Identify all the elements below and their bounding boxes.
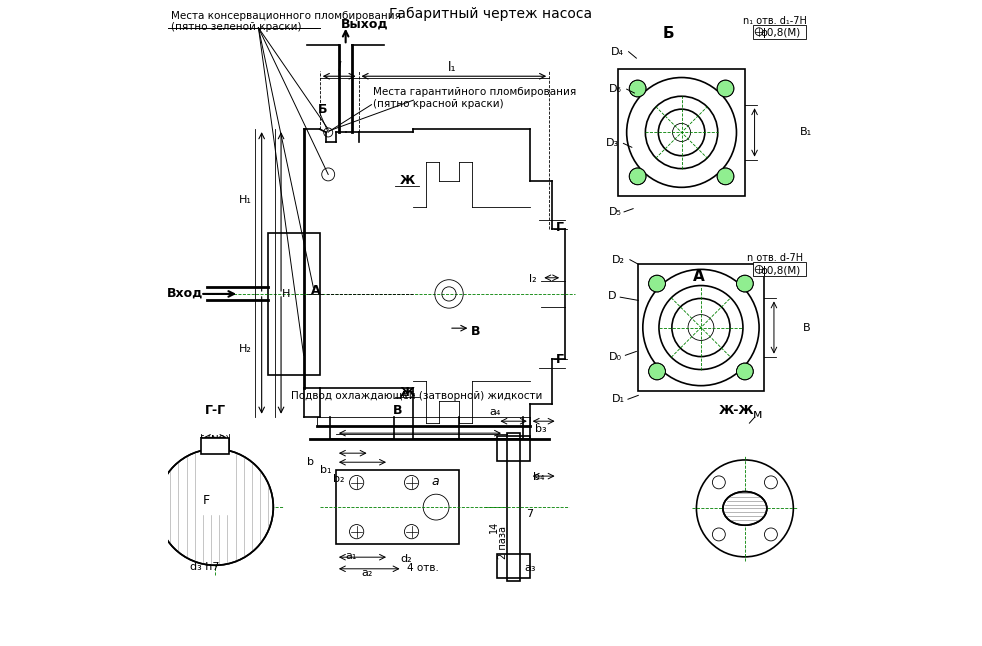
Text: d₃ h7: d₃ h7: [191, 562, 220, 572]
Circle shape: [649, 275, 666, 292]
Bar: [336, 470, 459, 544]
Bar: [637, 264, 764, 391]
Text: Б: Б: [318, 103, 328, 116]
Text: H₂: H₂: [239, 344, 251, 354]
Text: l₁: l₁: [448, 61, 457, 74]
Circle shape: [649, 363, 666, 380]
Circle shape: [717, 168, 734, 185]
Text: D: D: [608, 291, 617, 301]
Text: 2 паза: 2 паза: [498, 526, 508, 559]
Text: D₃: D₃: [606, 138, 619, 149]
Text: n отв. d-7H: n отв. d-7H: [747, 253, 803, 263]
Text: Места гарантийного пломбирования
(пятно красной краски): Места гарантийного пломбирования (пятно …: [373, 87, 576, 109]
Text: D₄: D₄: [611, 47, 624, 57]
Text: B₁: B₁: [800, 127, 812, 138]
Text: А: А: [693, 269, 705, 284]
Text: Г: Г: [556, 353, 564, 366]
Text: d₂: d₂: [400, 554, 411, 564]
Text: b₂: b₂: [334, 474, 345, 484]
Text: Г-Г: Г-Г: [204, 404, 226, 417]
Bar: [498, 436, 529, 461]
Text: м: м: [752, 408, 762, 421]
Text: Г: Г: [556, 221, 564, 234]
Bar: [201, 438, 230, 454]
Text: n₁ отв. d₁-7H: n₁ отв. d₁-7H: [743, 16, 807, 26]
Text: ϕ0,8(М): ϕ0,8(М): [760, 266, 800, 276]
Text: F: F: [203, 494, 210, 507]
Text: H: H: [282, 289, 290, 299]
Text: D₂: D₂: [612, 255, 625, 265]
Circle shape: [629, 80, 646, 97]
Text: H₁: H₁: [239, 195, 251, 205]
Text: 14: 14: [489, 521, 499, 532]
Text: Выход: Выход: [341, 17, 389, 30]
Text: Ж: Ж: [400, 174, 414, 187]
Text: ϕ0,8(М): ϕ0,8(М): [760, 28, 800, 38]
Text: Ж-Ж: Ж-Ж: [719, 404, 754, 417]
Text: Габаритный чертеж насоса: Габаритный чертеж насоса: [390, 7, 592, 21]
Text: b: b: [306, 457, 313, 467]
Text: a₂: a₂: [361, 568, 372, 578]
Text: l₂: l₂: [529, 274, 537, 284]
Text: l: l: [338, 61, 341, 74]
Bar: [619, 69, 745, 196]
Text: В: В: [470, 325, 480, 338]
Bar: [752, 262, 805, 276]
Text: b₄: b₄: [533, 472, 545, 482]
Text: Ж: Ж: [400, 386, 414, 399]
Text: 7: 7: [526, 509, 533, 519]
Text: b₁: b₁: [320, 465, 331, 475]
Text: B: B: [802, 322, 810, 333]
Text: Места консервационного пломбирования
(пятно зеленой краски): Места консервационного пломбирования (пя…: [171, 10, 402, 32]
Bar: [268, 233, 320, 375]
Circle shape: [629, 168, 646, 185]
Text: Вход: Вход: [167, 286, 203, 299]
Text: D₀: D₀: [609, 351, 622, 362]
Circle shape: [736, 363, 753, 380]
Text: Подвод охлаждающей (затворной) жидкости: Подвод охлаждающей (затворной) жидкости: [291, 391, 542, 401]
Text: f (N9): f (N9): [200, 434, 230, 444]
Circle shape: [322, 168, 335, 181]
Text: a₁: a₁: [346, 550, 357, 561]
Circle shape: [717, 80, 734, 97]
Text: D₅: D₅: [609, 207, 622, 217]
Text: D₆: D₆: [609, 84, 623, 94]
Text: 4 отв.: 4 отв.: [408, 563, 439, 574]
Bar: [507, 433, 520, 581]
Bar: [752, 25, 805, 39]
Circle shape: [736, 275, 753, 292]
Text: a₃: a₃: [524, 563, 535, 574]
Text: Б: Б: [663, 26, 675, 41]
Text: a: a: [431, 475, 439, 488]
Text: b₃: b₃: [535, 424, 547, 434]
Circle shape: [157, 449, 273, 565]
Text: D₁: D₁: [612, 394, 625, 404]
Bar: [498, 554, 529, 578]
Text: В: В: [393, 404, 402, 417]
Text: А: А: [310, 284, 320, 297]
Ellipse shape: [723, 492, 767, 525]
Text: a₄: a₄: [490, 407, 501, 417]
